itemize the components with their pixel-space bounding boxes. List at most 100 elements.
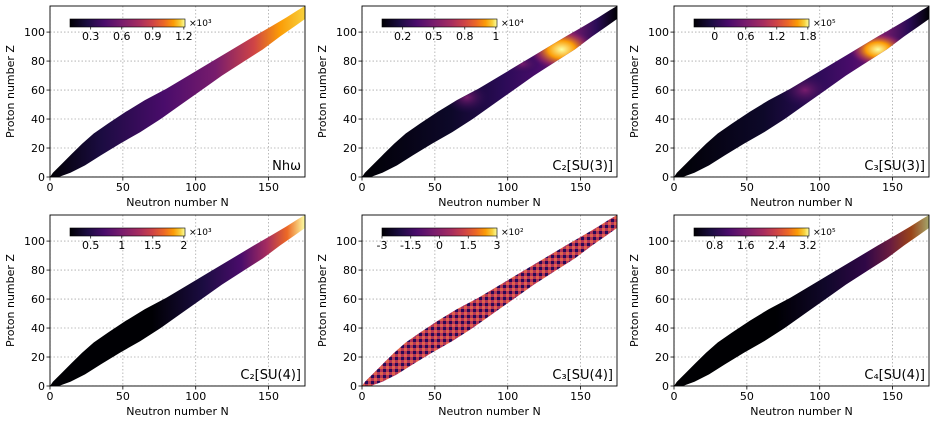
y-tick-label: 0 (350, 171, 357, 184)
colorbar-tick-label: -3 (377, 239, 388, 252)
x-tick-label: 100 (497, 181, 518, 194)
x-tick-label: 50 (428, 181, 442, 194)
heatmap-hotspot (848, 31, 908, 68)
x-tick-label: 50 (740, 390, 754, 403)
y-tick-label: 20 (655, 351, 669, 364)
y-tick-label: 80 (31, 264, 45, 277)
colorbar (381, 227, 498, 237)
y-tick-label: 80 (655, 55, 669, 68)
colorbar-tick-label: 0.2 (394, 30, 412, 43)
panel-label: C₂[SU(4)] (240, 368, 301, 383)
y-tick-label: 0 (38, 171, 45, 184)
y-tick-label: 40 (343, 113, 357, 126)
y-tick-label: 100 (336, 26, 357, 39)
x-tick-label: 150 (882, 390, 903, 403)
x-axis-label: Neutron number N (750, 405, 852, 418)
colorbar-tick-label: 0.9 (144, 30, 162, 43)
y-tick-label: 20 (343, 351, 357, 364)
x-axis-label: Neutron number N (438, 196, 540, 209)
y-tick-label: 100 (24, 235, 45, 248)
x-tick-label: 50 (740, 181, 754, 194)
colorbar (69, 18, 186, 28)
y-tick-label: 80 (655, 264, 669, 277)
colorbar-tick-label: 3.2 (799, 239, 817, 252)
y-tick-label: 60 (343, 84, 357, 97)
heatmap-band (50, 215, 305, 386)
panel-label: C₃[SU(4)] (552, 368, 613, 383)
x-tick-label: 0 (47, 390, 54, 403)
x-tick-label: 100 (809, 181, 830, 194)
colorbar-tick-label: 1.5 (144, 239, 162, 252)
y-axis-label: Proton number Z (4, 45, 17, 138)
y-tick-label: 0 (662, 380, 669, 393)
colorbar-tick-label: 2 (180, 239, 187, 252)
axes-frame (361, 214, 618, 387)
colorbar-tick-label: 1.6 (737, 239, 755, 252)
x-tick-label: 150 (570, 390, 591, 403)
x-tick-label: 150 (258, 181, 279, 194)
y-tick-label: 40 (31, 113, 45, 126)
y-tick-label: 40 (655, 113, 669, 126)
x-tick-label: 50 (116, 390, 130, 403)
y-tick-label: 60 (655, 84, 669, 97)
y-tick-label: 40 (31, 322, 45, 335)
colorbar-tick-label: 0.6 (737, 30, 755, 43)
colorbar (381, 18, 498, 28)
axes-frame (49, 5, 306, 178)
x-tick-label: 0 (359, 181, 366, 194)
y-tick-label: 100 (648, 235, 669, 248)
colorbar-tick-label: 0 (436, 239, 443, 252)
x-axis-label: Neutron number N (750, 196, 852, 209)
colorbar-exponent: ×10² (501, 228, 524, 238)
y-tick-label: 60 (31, 84, 45, 97)
x-tick-label: 0 (359, 390, 366, 403)
y-tick-label: 80 (31, 55, 45, 68)
colorbar-tick-label: 2.4 (768, 239, 786, 252)
colorbar-tick-label: 0.5 (82, 239, 100, 252)
colorbar-tick-label: 3 (494, 239, 501, 252)
heatmap-warm-region (504, 53, 541, 74)
colorbar-tick-label: 1.2 (175, 30, 193, 43)
y-axis-label: Proton number Z (316, 45, 329, 138)
x-tick-label: 50 (116, 181, 130, 194)
colorbar-exponent: ×10⁵ (813, 19, 836, 29)
panel-label: C₂[SU(3)] (552, 159, 613, 174)
colorbar-tick-label: 0.8 (706, 239, 724, 252)
x-axis-label: Neutron number N (438, 405, 540, 418)
y-axis-label: Proton number Z (316, 254, 329, 347)
colorbar-tick-label: 1.5 (460, 239, 478, 252)
x-tick-label: 0 (671, 390, 678, 403)
colorbar-tick-label: 1.8 (799, 30, 817, 43)
x-tick-label: 150 (882, 181, 903, 194)
x-tick-label: 100 (185, 390, 206, 403)
x-tick-label: 0 (47, 181, 54, 194)
y-tick-label: 100 (24, 26, 45, 39)
colorbar-tick-label: 1 (118, 239, 125, 252)
colorbar-exponent: ×10³ (189, 19, 212, 29)
colorbar-tick-label: 0 (711, 30, 718, 43)
colorbar-exponent: ×10⁴ (501, 19, 524, 29)
y-axis-label: Proton number Z (4, 254, 17, 347)
heatmap-band (362, 215, 617, 386)
colorbar-exponent: ×10³ (189, 228, 212, 238)
y-axis-label: Proton number Z (628, 254, 641, 347)
x-tick-label: 0 (671, 181, 678, 194)
chart-panel-3: 0 50 100 150 0 20 40 60 80 100 Neutron number N Pro… (628, 5, 930, 209)
y-tick-label: 0 (662, 171, 669, 184)
colorbar-tick-label: -1.5 (400, 239, 421, 252)
chart-panel-6: 0 50 100 150 0 20 40 60 80 100 Neutron number N Pro… (628, 214, 930, 418)
colorbar-tick-label: 0.5 (425, 30, 443, 43)
x-axis-label: Neutron number N (126, 405, 228, 418)
y-axis-label: Proton number Z (628, 45, 641, 138)
x-axis-label: Neutron number N (126, 196, 228, 209)
y-tick-label: 100 (648, 26, 669, 39)
colorbar (693, 227, 810, 237)
axes-frame (673, 5, 930, 178)
colorbar (69, 227, 186, 237)
y-tick-label: 20 (31, 142, 45, 155)
y-tick-label: 60 (655, 293, 669, 306)
y-tick-label: 60 (31, 293, 45, 306)
x-tick-label: 50 (428, 390, 442, 403)
x-tick-label: 150 (570, 181, 591, 194)
